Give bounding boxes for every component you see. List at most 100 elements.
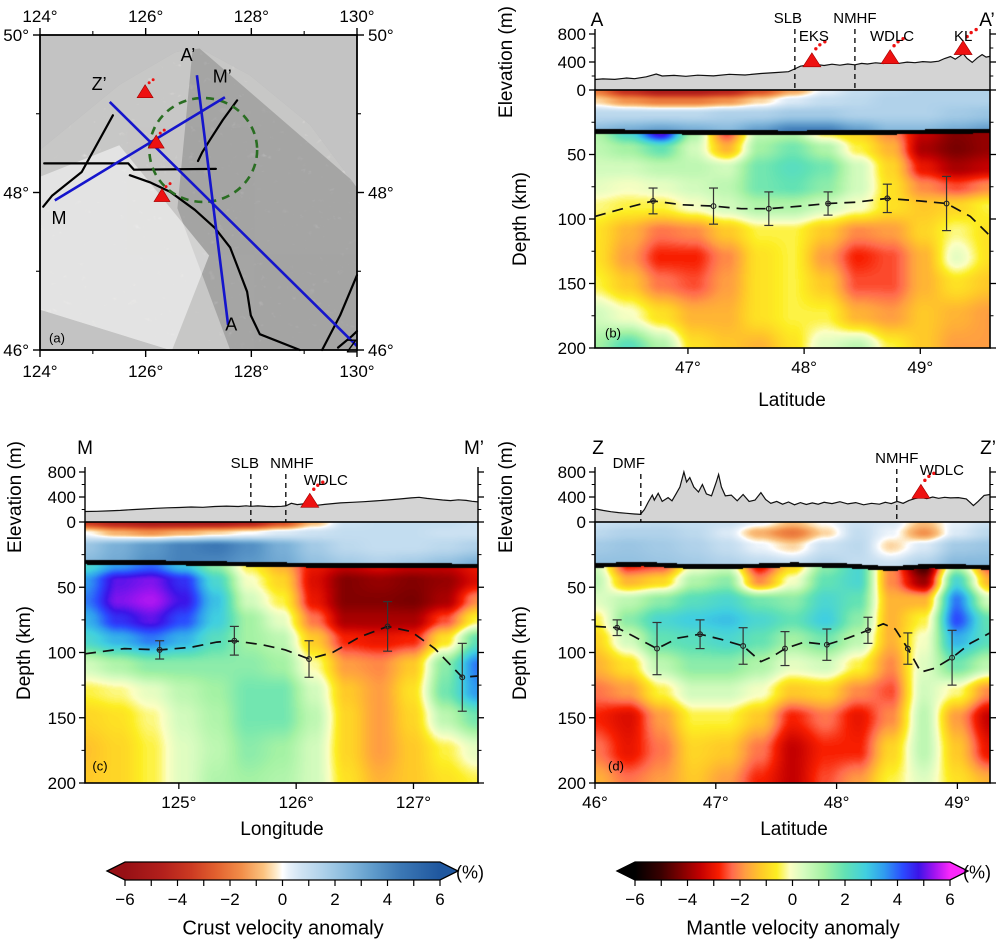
fault-line <box>128 174 301 352</box>
map-tick-label: 48° <box>368 184 394 203</box>
colorbar-tick-label: −4 <box>168 890 187 909</box>
depth-tick-label: 50 <box>57 578 76 597</box>
map-tick-label: 46° <box>368 341 394 360</box>
volcano-steam-dot <box>823 40 827 44</box>
axis-title-elevation-b: Elevation (m) <box>496 6 517 118</box>
volcano-icon-KL <box>136 84 154 98</box>
map-tick-label: 128° <box>234 7 269 26</box>
axis-title-depth-d: Depth (km) <box>510 606 531 700</box>
elev-tick-label: 0 <box>577 513 586 532</box>
volcano-icon-WDLC <box>300 492 320 508</box>
axis-title-depth-b: Depth (km) <box>510 172 531 266</box>
depth-tick-label: 200 <box>558 774 586 793</box>
relief-base <box>40 48 357 351</box>
map-tick-label: 48° <box>3 184 29 203</box>
panel-label-d: (d) <box>608 758 624 774</box>
x-tick-label: 47° <box>675 358 701 377</box>
map-tick-label: 126° <box>128 7 163 26</box>
x-tick-label: 47° <box>703 793 729 812</box>
volcano-icon-EKS <box>153 188 171 202</box>
x-tick-label: 49° <box>907 358 933 377</box>
axis-title-elevation-d: Elevation (m) <box>496 441 517 553</box>
depth-tick-label: 50 <box>567 146 586 165</box>
map-tick-label: 46° <box>3 341 29 360</box>
axis-title-x-b: Latitude <box>758 390 826 411</box>
depth-tick-label: 50 <box>567 578 586 597</box>
map-background <box>40 35 357 350</box>
axis-title-depth-c: Depth (km) <box>14 606 35 700</box>
fault-line <box>321 274 359 352</box>
elev-tick-label: 0 <box>577 81 586 100</box>
colorbar-outline <box>105 861 460 881</box>
depth-tick-label: 200 <box>558 339 586 358</box>
depth-tick-label: 150 <box>48 709 76 728</box>
colorbar-crust-title: Crust velocity anomaly <box>182 917 384 940</box>
colorbar-tick-label: 4 <box>893 890 902 909</box>
volcano-steam-dot <box>974 27 978 32</box>
volcano-icon-WDLC <box>911 483 931 499</box>
x-tick-label: 46° <box>582 793 608 812</box>
profile-endpoint-label: M <box>52 208 67 228</box>
panel-label-a: (a) <box>49 330 65 346</box>
depth-tick-label: 150 <box>558 709 586 728</box>
volcano-label-KL: KL <box>954 28 972 45</box>
volcano-steam-dot <box>818 43 822 47</box>
depth-tick-label: 150 <box>558 275 586 294</box>
colorbar-outline <box>615 861 970 881</box>
colorbar-left-arrow <box>617 862 635 880</box>
profile-line-Z <box>108 101 358 347</box>
profile-endpoint-label: Z <box>346 336 357 356</box>
x-tick-label: 127° <box>396 793 431 812</box>
elev-tick-label: 400 <box>48 488 76 507</box>
fault-label-NMHF: NMHF <box>270 455 313 472</box>
volcano-steam-dot <box>932 471 936 476</box>
elev-tick-label: 0 <box>67 513 76 532</box>
colorbar-gradient <box>125 862 440 880</box>
profile-start-label-b: A <box>590 10 604 31</box>
elevation-fill <box>85 497 478 522</box>
volcano-steam-dot <box>896 40 900 44</box>
fault-line <box>43 162 217 171</box>
elevation-profile-line <box>594 52 991 81</box>
elevation-profile-line <box>84 496 479 513</box>
colorbar-tick-label: −2 <box>730 890 749 909</box>
profile-endpoint-label: Z’ <box>92 74 107 94</box>
elev-tick-label: 400 <box>558 488 586 507</box>
colorbar-crust: −6 −4 −2 0 2 4 6 <box>105 861 460 909</box>
x-tick-label: 126° <box>279 793 314 812</box>
elev-tick-label: 800 <box>558 25 586 44</box>
fault-line <box>42 114 115 208</box>
profile-endpoint-label: A’ <box>181 45 196 65</box>
profile-start-label-c: M <box>77 438 93 459</box>
section-d-heatmap-canvas <box>595 522 990 783</box>
elevation-fill <box>595 53 990 90</box>
volcano-icon-EKS <box>802 52 822 68</box>
x-tick-label: 125° <box>161 793 196 812</box>
section-b-heatmap-canvas <box>595 90 990 348</box>
colorbar-tick-label: −6 <box>625 890 644 909</box>
fault-line <box>196 99 239 163</box>
colorbar-tick-label: 6 <box>945 890 954 909</box>
profile-end-label-b: A’ <box>979 10 995 31</box>
elevation-profile-line <box>594 469 991 516</box>
volcano-steam-dot <box>892 44 896 48</box>
volcano-label-WDLC: WDLC <box>870 28 914 45</box>
axis-title-x-c: Longitude <box>240 819 324 840</box>
map-tick-label: 50° <box>368 26 394 45</box>
colorbar-tick-label: −6 <box>115 890 134 909</box>
volcano-steam-dot <box>927 474 931 479</box>
volcano-icon-WDLC <box>147 134 165 149</box>
profile-endpoint-label: A <box>225 314 237 334</box>
volcano-steam-dot <box>321 480 325 484</box>
map-tick-label: 126° <box>128 362 163 381</box>
volcano-steam-dot <box>814 47 818 51</box>
x-tick-label: 48° <box>791 358 817 377</box>
profile-endpoint-label: M’ <box>213 66 232 86</box>
map-tick-label: 128° <box>234 362 269 381</box>
colorbar-tick-label: 0 <box>278 890 287 909</box>
volcano-steam-dot <box>147 81 151 85</box>
volcano-steam-dot <box>168 182 172 186</box>
volcano-steam-dot <box>158 131 162 135</box>
colorbar-tick-label: −2 <box>220 890 239 909</box>
